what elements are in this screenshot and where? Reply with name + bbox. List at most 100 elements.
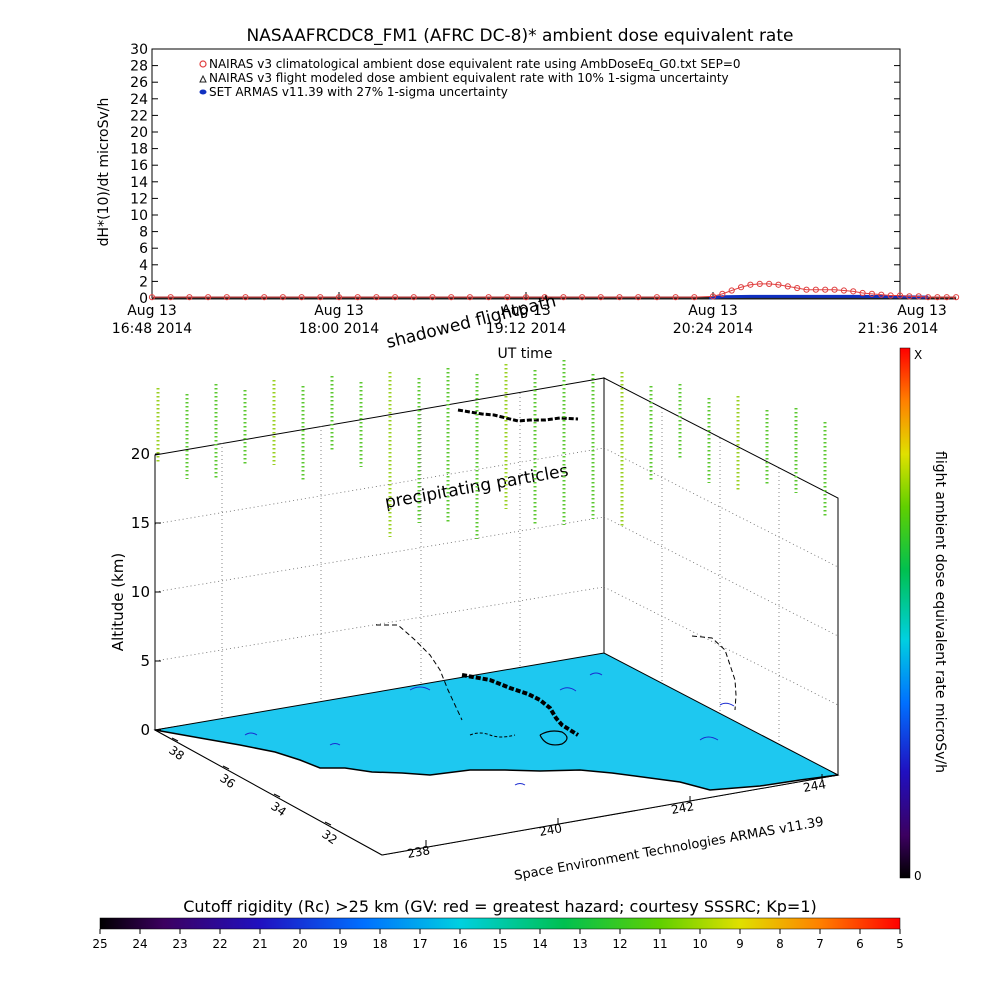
series-layer [148,280,960,301]
climatological-point [803,286,810,293]
climatological-point [616,294,623,301]
legend-marker-dot [199,89,207,95]
climatological-point [812,286,819,293]
y-tick-label: 20 [130,125,148,141]
rc-tick-label: 20 [292,937,307,951]
y-tick-label: 2 [139,274,148,290]
climatological-point [896,292,904,299]
climatological-point [410,294,417,301]
colorbar-label: flight ambient dose equivalent rate micr… [932,451,948,773]
z-tick-label: 5 [140,652,150,670]
x-tick-time: 21:36 2014 [858,321,939,337]
climatological-point [756,280,763,287]
dose-colorbar [899,347,911,879]
rc-tick-label: 12 [612,937,627,951]
climatological-point [831,286,838,293]
legend-label: NAIRAS v3 climatological ambient dose eq… [209,57,741,71]
rc-tick-label: 23 [172,937,187,951]
climatological-point [775,281,782,288]
flightpath-loop [539,730,568,746]
rc-tick-label: 6 [856,937,864,951]
wall-grid [154,393,839,746]
climatological-point [672,294,679,301]
rc-tick-label: 24 [132,937,147,951]
climatological-point [223,294,230,301]
climatological-point [354,294,361,301]
x-axis-label: UT time [498,346,553,362]
rc-tick-label: 14 [532,937,547,951]
rc-tick-label: 13 [572,937,587,951]
lat-tick [273,793,281,798]
lat-tick [171,737,179,742]
climatological-point [794,284,801,292]
climatological-point [448,294,455,301]
climatological-point [719,290,726,297]
lon-tick-label: 244 [802,777,827,795]
z-tick-label: 10 [131,583,150,601]
y-tick-label: 24 [130,92,148,108]
x-tick-time: 19:12 2014 [486,321,567,337]
y-axis-label: dH*(10)/dt microSv/h [96,98,112,247]
lat-axis-line [154,729,383,856]
legend: NAIRAS v3 climatological ambient dose eq… [199,57,741,99]
climatological-point [691,294,698,301]
climatological-point [335,294,343,301]
rc-tick-label: 9 [736,937,744,951]
rc-tick-label: 7 [816,937,824,951]
rc-tick-label: 8 [776,937,784,951]
rc-tick-label: 16 [452,937,467,951]
climatological-point [766,280,773,287]
x-axis-ticks: Aug 13 16:48 2014 Aug 13 18:00 2014 Aug 13 19… [112,292,947,337]
climatological-point [924,294,932,301]
flight-volume-panel: shadowed flightpath precipitating partic… [109,291,948,884]
legend-marker-circle [199,60,207,68]
climatological-point [279,294,286,301]
climatological-point [859,289,866,297]
climatological-point [298,294,305,301]
climatological-point [915,293,922,300]
climatological-point [737,284,745,291]
climatological-point [878,291,885,298]
x-tick-date: Aug 13 [897,303,947,319]
lon-tick-label: 238 [406,843,431,861]
climatological-point [635,294,642,301]
rc-tick-label: 18 [372,937,387,951]
colorbar-min-label: 0 [914,869,922,883]
lon-tick-label: 242 [670,799,695,817]
z-tick-label: 15 [131,514,150,532]
flightpath-projection-left [376,624,463,721]
legend-entry-climatological: NAIRAS v3 climatological ambient dose eq… [199,57,741,71]
x-tick-time: 16:48 2014 [112,321,193,337]
x-tick-time: 20:24 2014 [673,321,754,337]
series-armas-line [709,294,929,300]
lat-tick [222,765,230,770]
climatological-point [242,294,249,301]
rc-tick-label: 25 [92,937,107,951]
z-tick-label: 0 [140,721,150,739]
chart-title: NASAAFRCDC8_FM1 (AFRC DC-8)* ambient dos… [247,26,794,46]
y-tick-label: 30 [130,42,148,58]
y-tick-label: 0 [139,291,148,307]
y-tick-label: 10 [130,208,148,224]
lon-tick-label: 240 [538,821,563,839]
y-tick-label: 8 [139,225,148,241]
flightpath-projection-right [691,635,737,711]
legend-label: SET ARMAS v11.39 with 27% 1-sigma uncert… [209,85,508,99]
x-tick-date: Aug 13 [127,303,177,319]
rc-tick-label: 22 [212,937,227,951]
y-tick-label: 12 [130,191,148,207]
coastline [154,729,839,791]
climatological-point [560,294,567,301]
climatological-point [167,294,174,301]
legend-entry-modeled: NAIRAS v3 flight modeled dose ambient eq… [199,71,729,85]
rc-tick-label: 5 [896,937,904,951]
climatological-point [850,288,857,295]
climatological-point [728,287,735,294]
climatological-point [522,294,530,301]
precipitating-particles [156,360,827,539]
climatological-point [906,293,913,300]
y-tick-label: 26 [130,75,148,91]
x-tick-date: Aug 13 [501,303,551,319]
climatological-point [186,294,193,301]
